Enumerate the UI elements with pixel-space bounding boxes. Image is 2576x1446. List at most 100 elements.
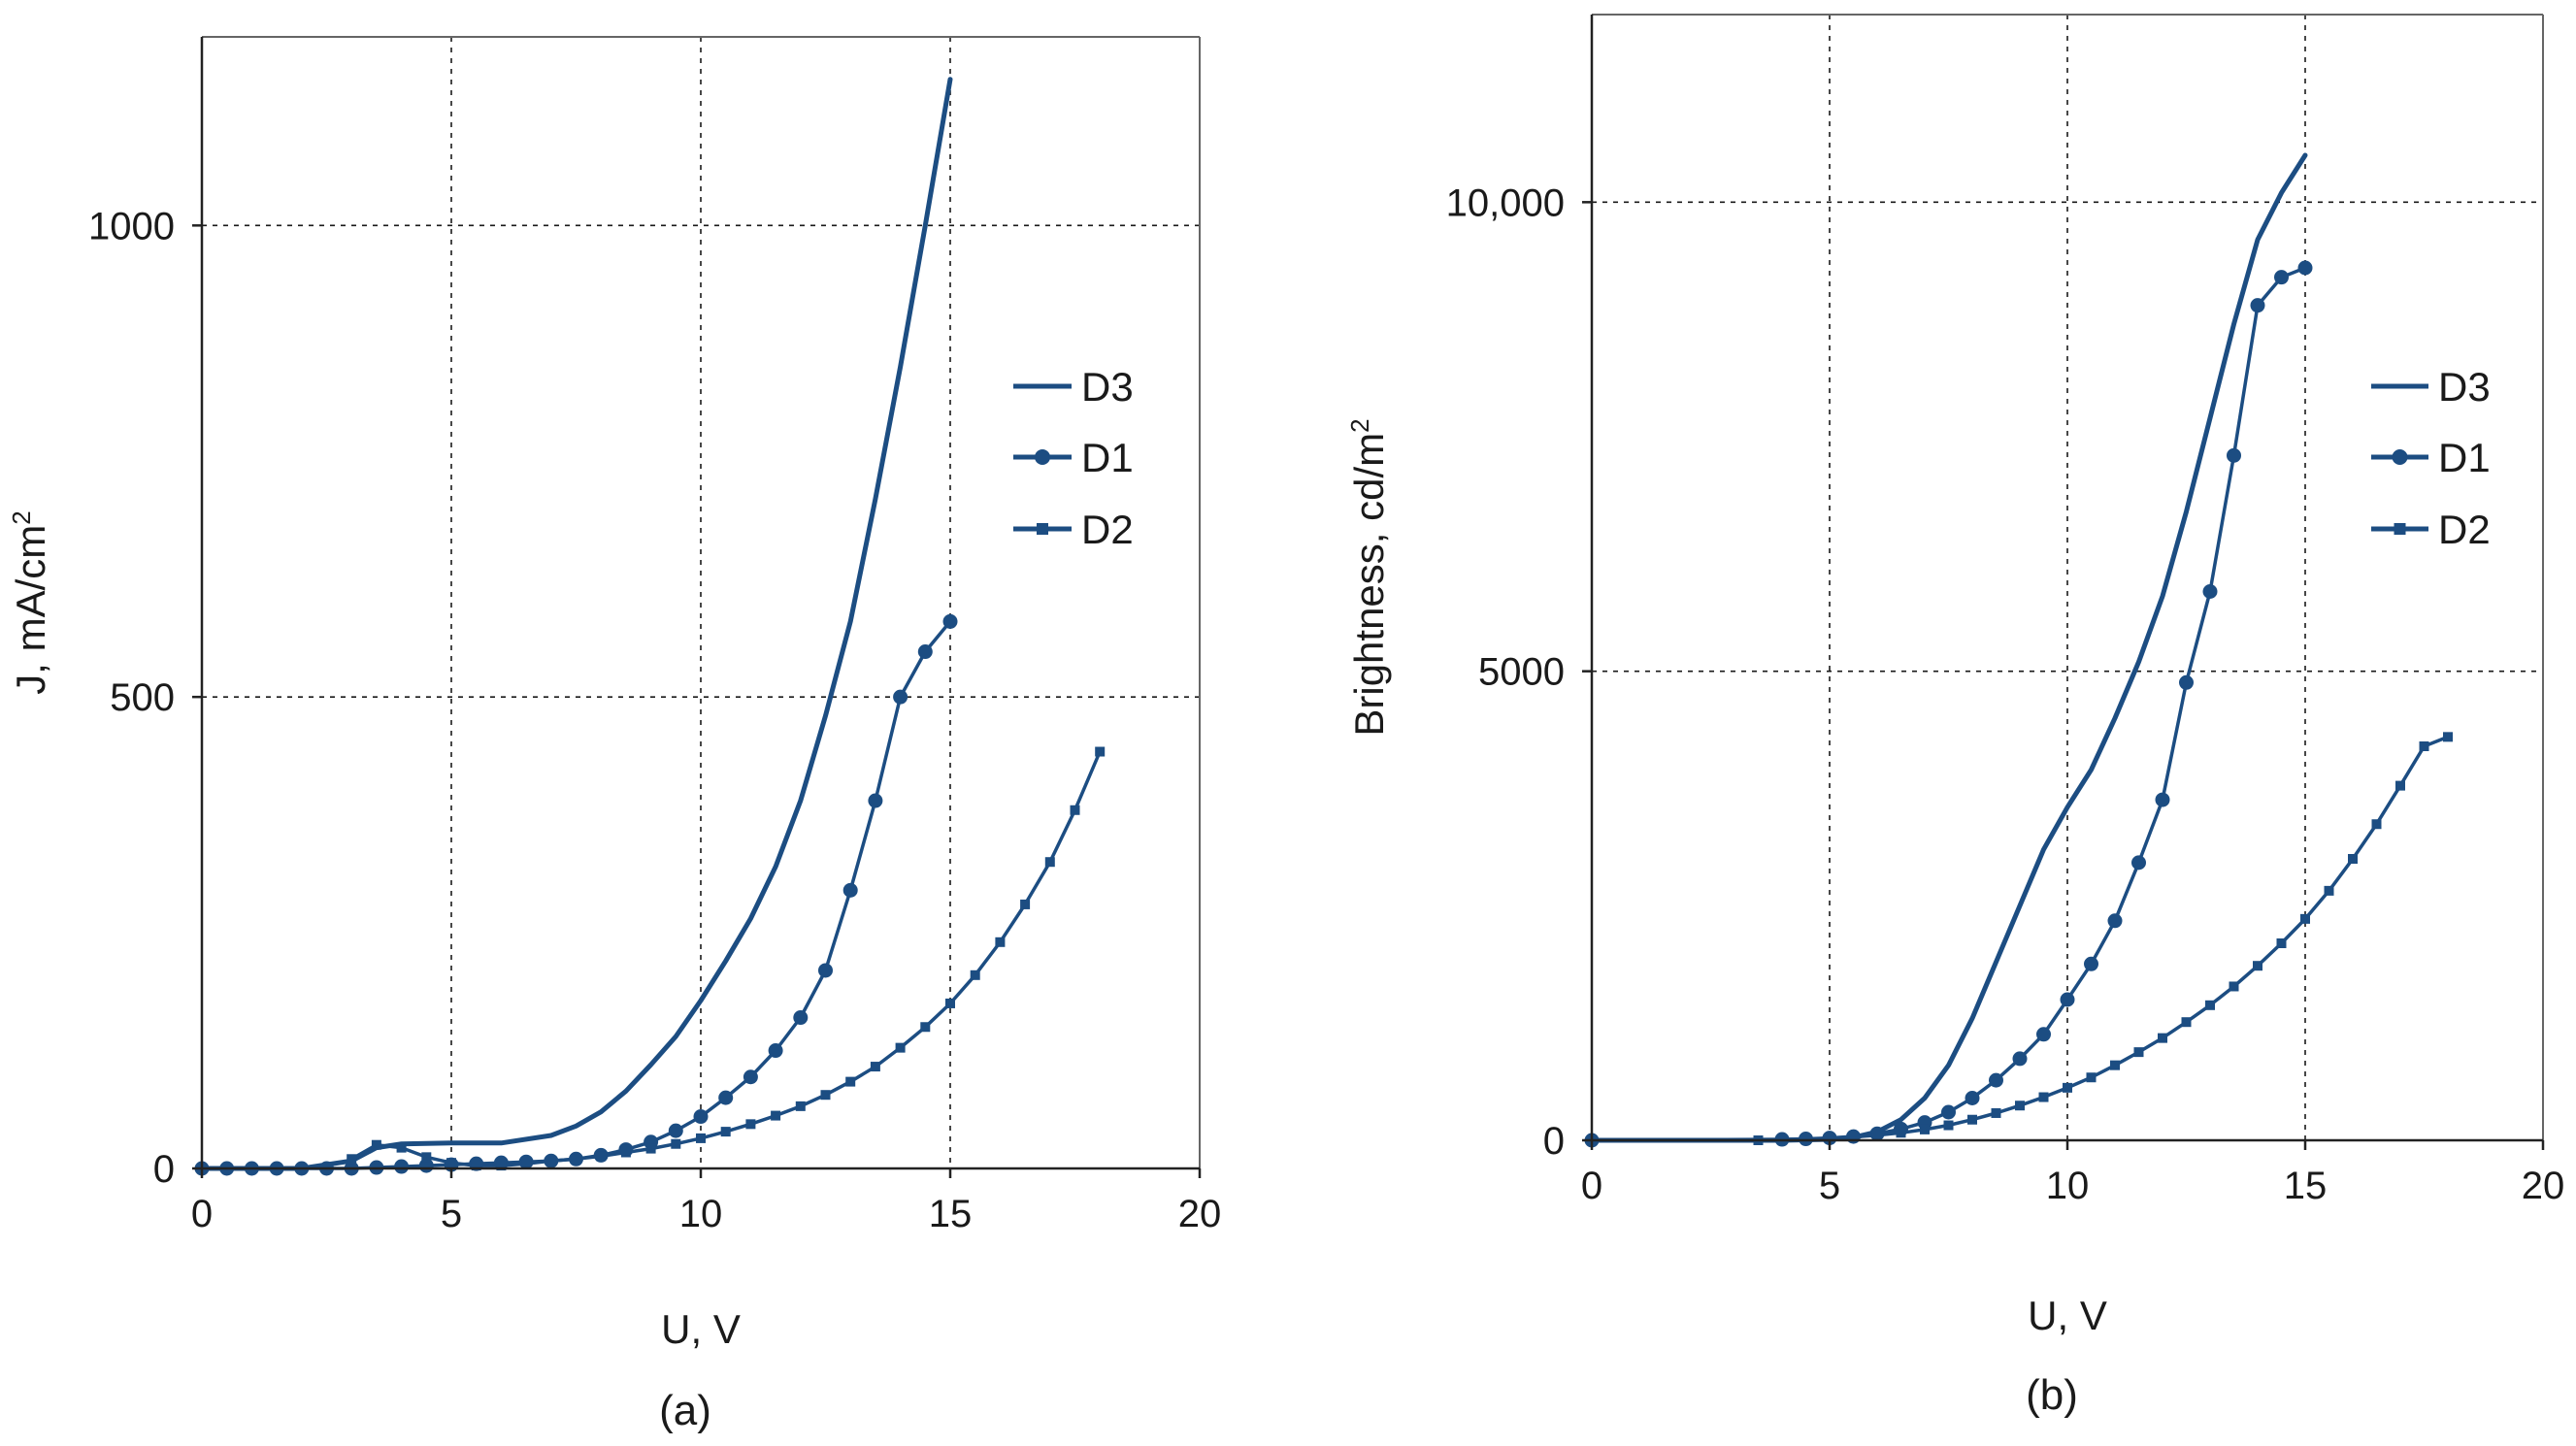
data-point-d2 — [571, 1154, 581, 1165]
series-line-d1 — [1590, 266, 2307, 1142]
data-point-d2 — [2324, 885, 2334, 896]
data-point-d2 — [1825, 1134, 1834, 1144]
legend-label-d3: D3 — [1081, 364, 1134, 410]
data-point-d2 — [2181, 1017, 2192, 1028]
data-point-d2 — [1896, 1128, 1906, 1138]
data-point-d2 — [920, 1022, 931, 1033]
data-point-d2 — [671, 1138, 681, 1149]
legend-label-d1: D1 — [1081, 435, 1134, 480]
x-tick-label: 5 — [441, 1193, 462, 1235]
data-point-d1 — [693, 1109, 709, 1125]
data-point-d2 — [2371, 819, 2382, 830]
y-axis-title: Brightness, cd/m2 — [1345, 418, 1392, 736]
y-tick-label: 500 — [110, 676, 175, 719]
data-point-d2 — [371, 1139, 381, 1150]
series-line-d3 — [1589, 152, 2308, 1143]
data-point-d1 — [2250, 298, 2265, 313]
data-point-d1 — [2227, 447, 2241, 463]
data-point-d1 — [818, 963, 833, 978]
legend-label-d2: D2 — [2438, 507, 2491, 552]
y-tick-label: 1000 — [88, 205, 175, 247]
data-point-d1 — [2202, 584, 2218, 599]
data-point-d2 — [1872, 1130, 1882, 1140]
data-point-d2 — [1943, 1120, 1954, 1131]
data-point-d2 — [645, 1143, 656, 1154]
data-point-d2 — [1044, 857, 1055, 868]
data-point-d2 — [771, 1110, 781, 1121]
data-point-d1 — [2107, 913, 2123, 929]
data-point-d1 — [743, 1069, 758, 1085]
data-point-d2 — [2205, 1000, 2215, 1010]
y-tick-label: 10,000 — [1446, 181, 1565, 224]
x-tick-label: 0 — [191, 1193, 213, 1235]
data-point-d1 — [2274, 270, 2289, 285]
data-point-d2 — [820, 1090, 831, 1101]
data-point-d2 — [2086, 1072, 2097, 1083]
panel-a-chart: 0 5 10 15 20 0 500 1000 D3 D1 D2 U, V J, mA/cm2 (… — [7, 36, 1222, 1434]
data-point-d1 — [917, 644, 933, 660]
data-point-d2 — [895, 1042, 906, 1053]
data-point-d2 — [2063, 1082, 2072, 1093]
data-point-d1 — [842, 882, 858, 898]
data-point-d1 — [2084, 956, 2098, 971]
data-point-d2 — [970, 969, 980, 980]
data-point-d2 — [620, 1147, 631, 1158]
data-point-d2 — [745, 1119, 756, 1130]
x-tick-label: 15 — [929, 1193, 973, 1235]
legend-marker-d1 — [2392, 449, 2408, 465]
y-axis-title-main: J, mA/cm — [8, 525, 53, 695]
data-point-d1 — [793, 1010, 809, 1026]
data-point-d2 — [2110, 1060, 2120, 1070]
x-axis-title: U, V — [661, 1306, 741, 1352]
y-axis-title-superscript: 2 — [1345, 418, 1374, 432]
data-point-d2 — [545, 1156, 556, 1167]
data-point-d2 — [521, 1159, 532, 1169]
panel-caption: (b) — [2026, 1371, 2078, 1419]
x-tick-label: 15 — [2284, 1165, 2328, 1207]
panel-caption: (a) — [659, 1387, 711, 1434]
data-point-d1 — [2155, 792, 2170, 807]
data-point-d1 — [2131, 855, 2146, 871]
data-point-d1 — [668, 1123, 683, 1138]
data-point-d2 — [396, 1142, 407, 1153]
data-point-d2 — [596, 1151, 607, 1162]
data-point-d1 — [1989, 1072, 2003, 1088]
data-point-d2 — [945, 998, 955, 1008]
data-point-d2 — [2348, 854, 2358, 864]
panel-b-chart: 0 5 10 15 20 0 5000 10,000 D3 D1 D2 U, V Brightne… — [1345, 14, 2565, 1419]
legend-label-d1: D1 — [2438, 435, 2491, 480]
data-point-d2 — [2229, 981, 2239, 992]
data-point-d2 — [471, 1161, 481, 1171]
data-point-d1 — [2179, 674, 2194, 690]
data-point-d2 — [347, 1154, 357, 1165]
x-tick-label: 20 — [2522, 1165, 2565, 1207]
data-point-d2 — [446, 1158, 456, 1168]
x-axis-title: U, V — [2028, 1293, 2107, 1338]
series-line-d3 — [199, 77, 953, 1171]
data-point-d1 — [2012, 1051, 2028, 1067]
data-point-d2 — [1967, 1114, 1977, 1125]
data-point-d2 — [1991, 1107, 2001, 1118]
data-point-d2 — [870, 1062, 880, 1072]
x-tick-label: 0 — [1581, 1165, 1602, 1207]
data-point-d2 — [2038, 1092, 2049, 1102]
y-tick-label: 5000 — [1478, 651, 1565, 694]
y-axis-title-main: Brightness, cd/m — [1346, 433, 1392, 737]
series-line-d2 — [1590, 735, 2450, 1142]
data-point-d2 — [845, 1076, 856, 1087]
legend-marker-d2 — [2394, 523, 2406, 535]
x-tick-label: 10 — [2046, 1165, 2090, 1207]
legend-label-d3: D3 — [2438, 364, 2491, 410]
x-tick-label: 20 — [1178, 1193, 1222, 1235]
data-point-d2 — [720, 1127, 731, 1137]
data-point-d2 — [1020, 899, 1031, 909]
y-tick-label: 0 — [153, 1148, 175, 1191]
legend-marker-d2 — [1037, 523, 1048, 535]
data-point-d2 — [1070, 805, 1080, 815]
data-point-d1 — [868, 793, 883, 808]
data-point-d1 — [718, 1090, 734, 1105]
data-point-d2 — [496, 1161, 507, 1171]
data-point-d1 — [2060, 992, 2075, 1007]
data-point-d2 — [2443, 732, 2453, 742]
